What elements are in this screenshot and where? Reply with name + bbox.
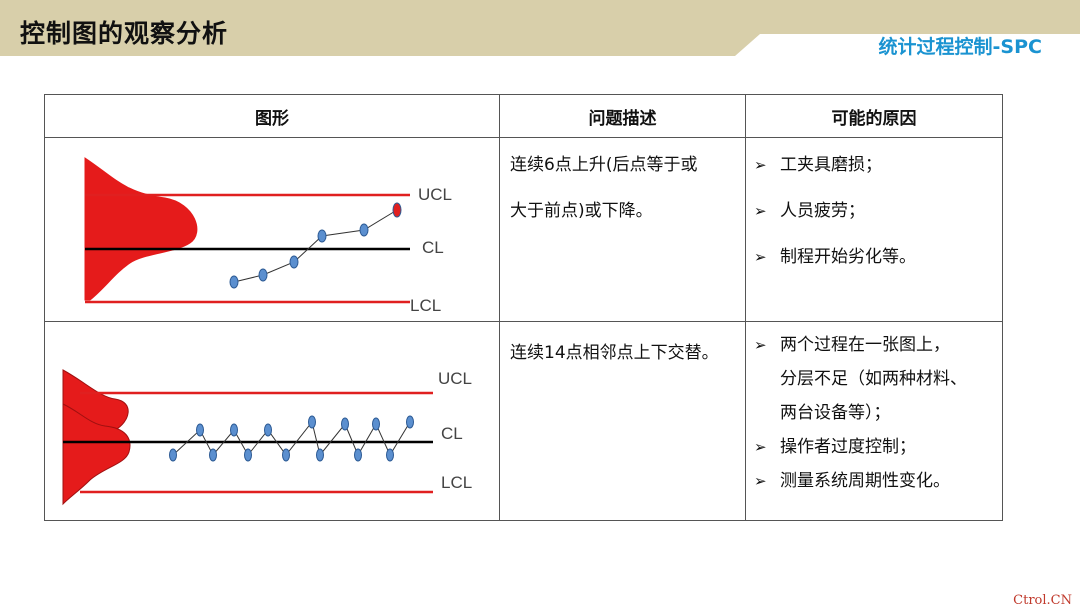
causes-cell-trend: ➢ 工夹具磨损； ➢ 人员疲劳； ➢ 制程开始劣化等。 xyxy=(745,137,1003,322)
cause-text: 操作者过度控制； xyxy=(780,437,916,457)
cl-label: CL xyxy=(422,238,444,257)
data-point xyxy=(209,448,217,462)
cause-item: ➢ 制程开始劣化等。 xyxy=(754,234,1002,280)
data-point xyxy=(196,423,204,437)
data-point xyxy=(316,448,324,462)
arrow-bullet-icon: ➢ xyxy=(754,156,767,174)
figure-cell-trend: UCL CL LCL xyxy=(44,137,500,322)
data-point-highlight xyxy=(392,202,402,218)
distribution-curve-lower xyxy=(62,403,131,506)
ucl-label: UCL xyxy=(438,369,472,388)
cause-item-continuation: 两台设备等）； xyxy=(754,396,1002,430)
data-point xyxy=(406,415,414,429)
cause-item: ➢ 工夹具磨损； xyxy=(754,142,1002,188)
table-row: UCL CL LCL xyxy=(44,321,1003,521)
data-point xyxy=(308,415,316,429)
data-point xyxy=(169,448,177,462)
cause-text: 工夹具磨损； xyxy=(780,155,882,175)
page-subtitle: 统计过程控制-SPC xyxy=(878,36,1042,58)
data-point xyxy=(282,448,290,462)
cause-item: ➢ 两个过程在一张图上， xyxy=(754,328,1002,362)
arrow-bullet-icon: ➢ xyxy=(754,472,767,490)
arrow-bullet-icon: ➢ xyxy=(754,202,767,220)
figure-cell-alternating: UCL CL LCL xyxy=(44,321,500,521)
data-point xyxy=(317,229,327,243)
cause-item: ➢ 测量系统周期性变化。 xyxy=(754,464,1002,498)
page-title: 控制图的观察分析 xyxy=(20,19,229,48)
cause-text: 测量系统周期性变化。 xyxy=(780,471,950,491)
data-points xyxy=(169,415,414,462)
arrow-bullet-icon: ➢ xyxy=(754,336,767,354)
lcl-label: LCL xyxy=(410,296,441,315)
ucl-label: UCL xyxy=(418,185,452,204)
trend-series-line xyxy=(233,209,398,283)
alternating-series-line xyxy=(172,420,411,457)
data-point xyxy=(264,423,272,437)
cause-item: ➢ 人员疲劳； xyxy=(754,188,1002,234)
description-line: 大于前点)或下降。 xyxy=(510,201,653,221)
data-point xyxy=(229,275,239,289)
cause-text: 两个过程在一张图上， xyxy=(780,335,950,355)
cause-text: 制程开始劣化等。 xyxy=(780,247,916,267)
data-point xyxy=(244,448,252,462)
arrow-bullet-icon: ➢ xyxy=(754,248,767,266)
description-cell-alternating: 连续14点相邻点上下交替。 xyxy=(499,321,746,521)
table-header-row: 图形 问题描述 可能的原因 xyxy=(44,94,1003,138)
data-point xyxy=(258,268,268,282)
data-point xyxy=(289,255,299,269)
spc-analysis-table: 图形 问题描述 可能的原因 UCL CL LCL xyxy=(44,94,1003,521)
data-point xyxy=(230,423,238,437)
table-row: UCL CL LCL 连续6点上升(后点等于或 大于前点)或下降。 ➢ 工夹具磨损… xyxy=(44,137,1003,322)
causes-cell-alternating: ➢ 两个过程在一张图上， 分层不足（如两种材料、 两台设备等）； ➢ 操作者过度控制… xyxy=(745,321,1003,521)
cl-label: CL xyxy=(441,424,463,443)
data-point xyxy=(354,448,362,462)
description-line: 连续6点上升(后点等于或 xyxy=(510,155,698,175)
lcl-label: LCL xyxy=(441,473,472,492)
cause-item-continuation: 分层不足（如两种材料、 xyxy=(754,362,1002,396)
distribution-curve xyxy=(84,157,198,301)
cause-text: 人员疲劳； xyxy=(780,201,865,221)
header-figure: 图形 xyxy=(44,94,500,138)
header-band xyxy=(0,0,1080,56)
header-causes: 可能的原因 xyxy=(745,94,1003,138)
cause-text: 分层不足（如两种材料、 xyxy=(780,369,967,389)
data-point xyxy=(372,417,380,431)
cause-item: ➢ 操作者过度控制； xyxy=(754,430,1002,464)
data-point xyxy=(386,448,394,462)
cause-text: 两台设备等）； xyxy=(780,403,891,423)
header-description: 问题描述 xyxy=(499,94,746,138)
watermark: Ctrol.CN xyxy=(1013,593,1072,608)
description-cell-trend: 连续6点上升(后点等于或 大于前点)或下降。 xyxy=(499,137,746,322)
data-point xyxy=(359,223,369,237)
data-point xyxy=(341,417,349,431)
alternating-control-chart: UCL CL LCL xyxy=(62,369,472,506)
description-line: 连续14点相邻点上下交替。 xyxy=(510,343,719,363)
trend-control-chart: UCL CL LCL xyxy=(84,157,452,315)
arrow-bullet-icon: ➢ xyxy=(754,438,767,456)
